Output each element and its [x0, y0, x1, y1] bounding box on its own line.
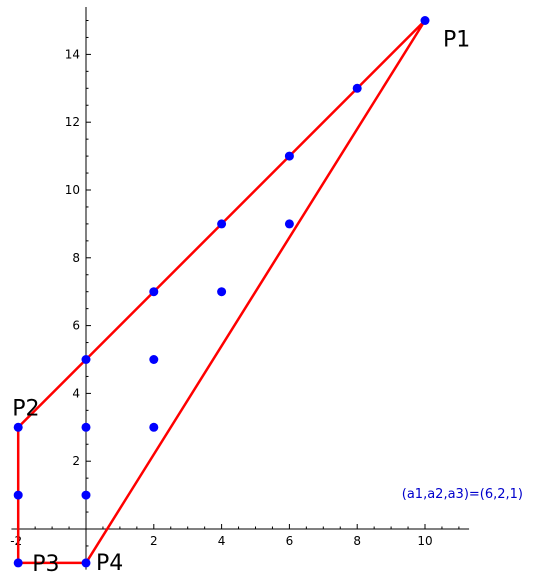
vertex-label-p3: P3	[32, 552, 59, 577]
data-point	[352, 83, 362, 93]
x-tick-label: 2	[150, 534, 158, 548]
y-tick-label: 2	[72, 454, 80, 468]
axes: -2 2 4 6 8 10 2 4 6 8 10 12 14	[10, 6, 470, 570]
y-tick-label: 4	[72, 386, 80, 400]
data-point	[284, 151, 294, 161]
data-point	[13, 422, 23, 432]
y-tick-label: 14	[65, 47, 80, 61]
data-point	[81, 355, 91, 364]
data-point	[149, 422, 159, 432]
y-tick-label: 6	[72, 319, 80, 333]
y-tick-label: 10	[65, 183, 80, 197]
data-point	[149, 355, 159, 364]
data-point	[13, 490, 23, 500]
points-layer	[13, 16, 430, 568]
vertex-label-p1: P1	[443, 28, 470, 53]
data-point	[81, 558, 91, 568]
data-point	[217, 287, 227, 297]
x-tick-label: 4	[218, 534, 226, 548]
data-point	[149, 287, 159, 297]
vertex-label-p4: P4	[96, 551, 123, 576]
x-tick-label: 6	[286, 534, 294, 548]
y-tick-label: 8	[72, 251, 80, 265]
vertex-label-p2: P2	[12, 396, 39, 421]
data-point	[420, 16, 430, 25]
vertex-labels: P1 P2 P3 P4	[12, 28, 470, 577]
data-point	[217, 219, 227, 229]
y-tick-label: 12	[65, 115, 80, 129]
data-point	[81, 490, 91, 500]
x-tick-label: 8	[353, 534, 361, 548]
data-point	[13, 558, 23, 568]
data-point	[81, 422, 91, 432]
x-tick-label: 10	[417, 534, 432, 548]
data-point	[284, 219, 294, 229]
annotation-label: (a1,a2,a3)=(6,2,1)	[402, 487, 523, 502]
x-tick-label: -2	[10, 534, 22, 548]
